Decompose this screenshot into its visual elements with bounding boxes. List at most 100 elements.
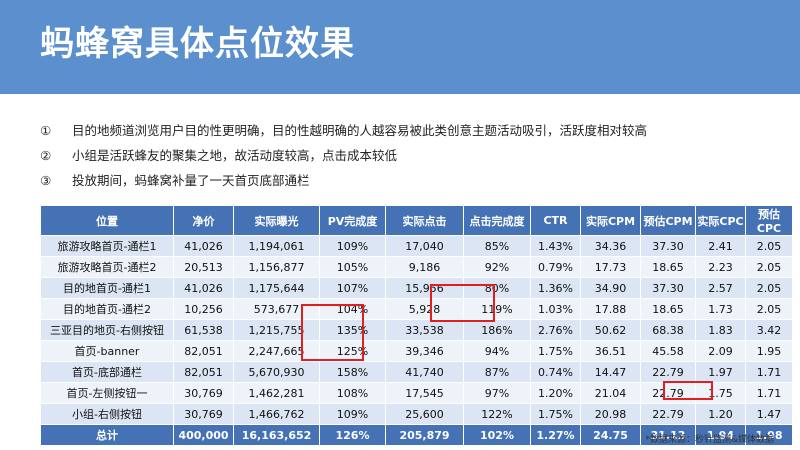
total-cell: 400,000 [173,424,234,446]
table-cell: 80% [463,277,531,299]
table-row: 旅游攻略首页-通栏2 20,513 1,156,877 105% 9,186 92% 0.7… [40,256,793,278]
table-cell: 22.79 [640,403,696,425]
table-cell: 5,670,930 [233,361,320,383]
table-cell: 33,538 [385,319,464,341]
table-row: 首页-底部通栏 82,051 5,670,930 158% 41,740 87% 0.74%… [40,361,793,383]
table-cell: 573,677 [233,298,320,320]
table-cell: 41,026 [173,235,234,257]
point-number: ① [40,123,52,138]
data-source-note: *数据来源：秒针监测&媒体数据 [645,435,774,445]
table-row: 首页-左侧按钮一 30,769 1,462,281 108% 17,545 97% 1.20… [40,382,793,404]
table-cell: 45.58 [640,340,696,362]
table-cell: 39,346 [385,340,464,362]
table-cell: 21.04 [580,382,641,404]
table-cell: 1,175,644 [233,277,320,299]
table-cell: 17,040 [385,235,464,257]
table-cell: 2.05 [745,277,793,299]
table-cell: 2,247,665 [233,340,320,362]
table-cell: 小组-右侧按钮 [40,403,174,425]
table-cell: 2.05 [745,256,793,278]
table-cell: 37.30 [640,235,696,257]
column-header: 实际CPM [580,205,641,236]
table-cell: 82,051 [173,340,234,362]
table-cell: 41,740 [385,361,464,383]
table-cell: 1,215,755 [233,319,320,341]
table-cell: 0.79% [530,256,581,278]
table-cell: 34.90 [580,277,641,299]
table-row: 旅游攻略首页-通栏1 41,026 1,194,061 109% 17,040 85% 1.… [40,235,793,257]
table-cell: 1,156,877 [233,256,320,278]
table-cell: 20.98 [580,403,641,425]
table-cell: 目的地首页-通栏2 [40,298,174,320]
page-title: 蚂蜂窝具体点位效果 [40,24,355,64]
table-cell: 30,769 [173,403,234,425]
table-cell: 1.83 [695,319,746,341]
total-cell: 102% [463,424,531,446]
table-cell: 首页-banner [40,340,174,362]
highlight-box-pv [301,304,364,361]
column-header: 净价 [173,205,234,236]
table-cell: 2.57 [695,277,746,299]
table-cell: 1.97 [695,361,746,383]
table-cell: 37.30 [640,277,696,299]
table-cell: 50.62 [580,319,641,341]
table-cell: 0.74% [530,361,581,383]
table-cell: 首页-底部通栏 [40,361,174,383]
table-cell: 1.36% [530,277,581,299]
table-cell: 1.95 [745,340,793,362]
table-cell: 1.20 [695,403,746,425]
table-cell: 10,256 [173,298,234,320]
table-cell: 17.88 [580,298,641,320]
table-cell: 186% [463,319,531,341]
column-header: 实际曝光 [233,205,320,236]
table-cell: 61,538 [173,319,234,341]
table-cell: 2.05 [745,298,793,320]
table-cell: 85% [463,235,531,257]
total-cell: 总计 [40,424,174,446]
table-cell: 68.38 [640,319,696,341]
table-cell: 108% [319,382,386,404]
table-cell: 1.71 [745,382,793,404]
table-cell: 94% [463,340,531,362]
table-cell: 17,545 [385,382,464,404]
table-cell: 30,769 [173,382,234,404]
column-header: 预估CPM [640,205,696,236]
table-cell: 1,462,281 [233,382,320,404]
table-cell: 122% [463,403,531,425]
point-text: 目的地频道浏览用户目的性更明确，目的性越明确的人越容易被此类创意主题活动吸引，活… [72,123,648,138]
table-cell: 18.65 [640,256,696,278]
point-number: ③ [40,173,52,188]
title-banner: 蚂蜂窝具体点位效果 [0,0,800,94]
total-cell: 1.98 [745,424,793,446]
total-cell: 1.27% [530,424,581,446]
table-cell: 18.65 [640,298,696,320]
point-text: 小组是活跃蜂友的聚集之地，故活动度较高，点击成本较低 [72,148,398,163]
table-row: 目的地首页-通栏1 41,026 1,175,644 107% 15,956 80% 1.3… [40,277,793,299]
total-cell: 205,879 [385,424,464,446]
table-cell: 22.79 [640,361,696,383]
column-header: 点击完成度 [463,205,531,236]
point-number: ② [40,148,52,163]
table-cell: 旅游攻略首页-通栏1 [40,235,174,257]
table-cell: 34.36 [580,235,641,257]
table-cell: 1.71 [745,361,793,383]
table-cell: 1.43% [530,235,581,257]
table-cell: 92% [463,256,531,278]
table-cell: 2.23 [695,256,746,278]
table-cell: 82,051 [173,361,234,383]
table-cell: 旅游攻略首页-通栏2 [40,256,174,278]
table-cell: 1.03% [530,298,581,320]
column-header: 实际CPC [695,205,746,236]
table-cell: 1.20% [530,382,581,404]
table-cell: 1,194,061 [233,235,320,257]
key-points: ① 目的地频道浏览用户目的性更明确，目的性越明确的人越容易被此类创意主题活动吸引，… [40,118,780,193]
point-item: ② 小组是活跃蜂友的聚集之地，故活动度较高，点击成本较低 [40,143,780,168]
table-cell: 3.42 [745,319,793,341]
table-cell: 9,186 [385,256,464,278]
table-cell: 14.47 [580,361,641,383]
table-cell: 20,513 [173,256,234,278]
table-cell: 三亚目的地页-右侧按钮 [40,319,174,341]
table-cell: 97% [463,382,531,404]
table-cell: 109% [319,403,386,425]
total-cell: 24.75 [580,424,641,446]
